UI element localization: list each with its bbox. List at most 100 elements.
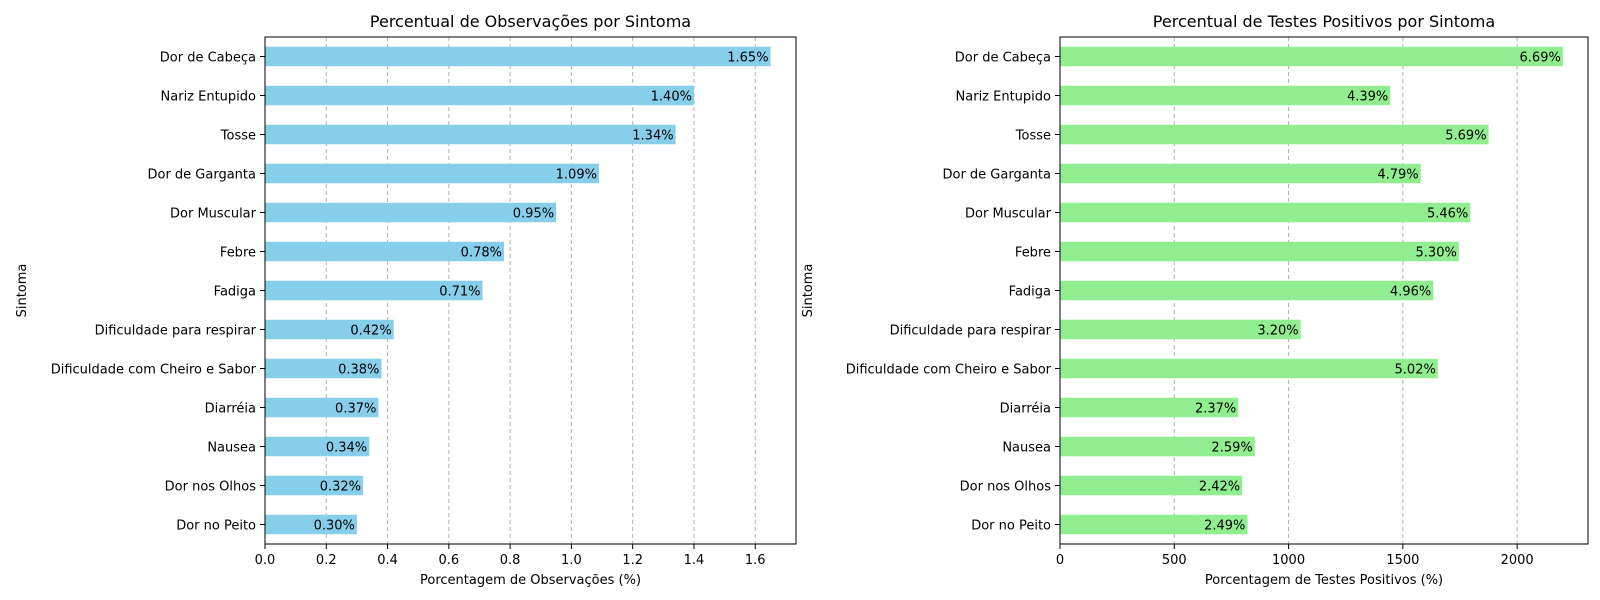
bar (265, 436, 370, 457)
x-axis-label: Porcentagem de Testes Positivos (%) (1205, 573, 1443, 588)
bar (265, 202, 557, 223)
data-label: 4.79% (1377, 168, 1418, 183)
bar (265, 514, 357, 535)
data-label: 2.37% (1195, 402, 1236, 417)
y-tick-label: Dor de Garganta (942, 168, 1051, 183)
y-axis-label: Sintoma (801, 264, 816, 318)
data-label: 4.39% (1347, 90, 1388, 105)
y-tick-label: Dor nos Olhos (165, 480, 257, 495)
bar (265, 163, 599, 184)
y-tick-label: Nausea (207, 441, 256, 456)
y-tick-label: Dor de Cabeça (955, 51, 1051, 66)
y-tick-label: Dor de Garganta (147, 168, 256, 183)
y-tick-label: Dor nos Olhos (960, 480, 1052, 495)
data-label: 5.30% (1416, 246, 1457, 261)
data-label: 6.69% (1520, 51, 1561, 66)
bar (265, 46, 771, 67)
x-tick-label: 1.2 (622, 553, 643, 568)
y-tick-label: Nariz Entupido (161, 90, 257, 105)
bar (265, 241, 504, 262)
data-label: 0.34% (326, 441, 367, 456)
x-tick-label: 1.6 (745, 553, 766, 568)
bar (265, 124, 676, 145)
data-label: 1.40% (651, 90, 692, 105)
bar (1060, 202, 1471, 223)
y-tick-label: Dificuldade para respirar (95, 324, 257, 339)
chart-title: Percentual de Observações por Sintoma (370, 12, 691, 31)
bar (1060, 163, 1421, 184)
y-tick-label: Nausea (1002, 441, 1051, 456)
plot-frame (1059, 36, 1589, 545)
x-tick-label: 1.0 (561, 553, 582, 568)
data-label: 0.32% (320, 480, 361, 495)
x-tick-label: 0.4 (377, 553, 398, 568)
bar (1060, 358, 1438, 379)
y-tick-label: Tosse (1015, 129, 1051, 144)
data-label: 0.71% (439, 285, 480, 300)
y-tick-label: Dor Muscular (965, 207, 1052, 222)
bar (1060, 85, 1391, 106)
plot-frame (264, 36, 797, 545)
y-tick-label: Diarréia (1000, 402, 1051, 417)
x-tick-label: 500 (1162, 553, 1187, 568)
x-tick-label: 1000 (1272, 553, 1305, 568)
data-label: 0.38% (338, 363, 379, 378)
data-label: 1.34% (632, 129, 673, 144)
chart-title: Percentual de Testes Positivos por Sinto… (1153, 12, 1495, 31)
bar (1060, 436, 1255, 457)
bar (1060, 397, 1239, 418)
y-tick-label: Dificuldade para respirar (890, 324, 1052, 339)
bar (1060, 514, 1248, 535)
x-axis-label: Porcentagem de Observações (%) (420, 573, 641, 588)
bar (1060, 280, 1434, 301)
data-label: 0.30% (314, 519, 355, 534)
x-tick-label: 2000 (1501, 553, 1534, 568)
x-tick-label: 0.6 (438, 553, 459, 568)
y-tick-label: Diarréia (205, 402, 256, 417)
y-axis-label: Sintoma (15, 264, 30, 318)
data-label: 2.42% (1199, 480, 1240, 495)
y-tick-label: Febre (220, 246, 256, 261)
y-tick-label: Dor Muscular (170, 207, 257, 222)
y-tick-label: Dor no Peito (971, 519, 1051, 534)
data-label: 5.69% (1445, 129, 1486, 144)
chart-panel-1: 1.65% Dor de Cabeça 1.40% Nariz Entupido 1.3… (15, 12, 797, 588)
x-tick-label: 1.4 (684, 553, 705, 568)
bar (265, 397, 379, 418)
bar (1060, 241, 1459, 262)
data-label: 5.02% (1395, 363, 1436, 378)
bar (265, 358, 382, 379)
bar (265, 85, 694, 106)
y-tick-label: Fadiga (1009, 285, 1051, 300)
y-tick-label: Dor no Peito (176, 519, 256, 534)
data-label: 0.78% (461, 246, 502, 261)
bar (1060, 319, 1301, 340)
data-label: 5.46% (1427, 207, 1468, 222)
y-tick-label: Dor de Cabeça (160, 51, 256, 66)
x-tick-label: 0.2 (316, 553, 337, 568)
y-tick-label: Fadiga (214, 285, 256, 300)
data-label: 0.42% (350, 324, 391, 339)
y-tick-label: Nariz Entupido (956, 90, 1052, 105)
y-tick-label: Tosse (220, 129, 256, 144)
data-label: 3.20% (1257, 324, 1298, 339)
bar (1060, 46, 1563, 67)
data-label: 1.65% (727, 51, 768, 66)
data-label: 0.37% (335, 402, 376, 417)
data-label: 1.09% (556, 168, 597, 183)
x-tick-label: 0.0 (255, 553, 276, 568)
x-tick-label: 0.8 (500, 553, 521, 568)
x-tick-label: 0 (1056, 553, 1064, 568)
data-label: 0.95% (513, 207, 554, 222)
bar (265, 475, 364, 496)
y-tick-label: Dificuldade com Cheiro e Sabor (846, 363, 1052, 378)
bar (265, 280, 483, 301)
data-label: 4.96% (1390, 285, 1431, 300)
data-label: 2.59% (1211, 441, 1252, 456)
x-tick-label: 1500 (1386, 553, 1419, 568)
data-label: 2.49% (1204, 519, 1245, 534)
chart-panel-2: 6.69% Dor de Cabeça 4.39% Nariz Entupido 5.6… (801, 12, 1589, 588)
y-tick-label: Febre (1015, 246, 1051, 261)
bar (1060, 475, 1243, 496)
